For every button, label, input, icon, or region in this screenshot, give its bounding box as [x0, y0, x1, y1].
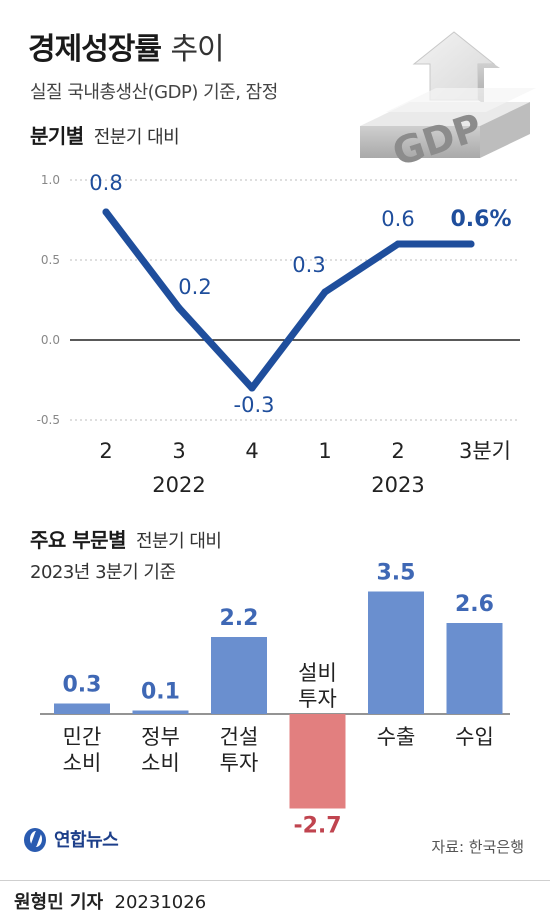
- data-label: 0.6%: [450, 207, 511, 232]
- x-tick-label: 2: [391, 439, 404, 463]
- x-tick-label: 4: [245, 439, 258, 463]
- category-label: 민간: [63, 725, 102, 749]
- byline: 원형민 기자 20231026: [14, 888, 206, 914]
- page-title: 경제성장률 추이: [28, 24, 225, 68]
- category-label: 설비: [298, 661, 337, 685]
- bar: [368, 591, 424, 714]
- quarterly-note: 전분기 대비: [93, 127, 180, 148]
- title-text: 경제성장률: [28, 32, 162, 67]
- data-point: [394, 240, 402, 248]
- title-suffix: 추이: [170, 32, 224, 67]
- quarterly-heading: 분기별 전분기 대비: [30, 120, 180, 149]
- y-tick-label: 1.0: [41, 173, 60, 187]
- category-label: 소비: [141, 751, 180, 775]
- series-line: [102, 208, 475, 392]
- gdp-graphic: GDP: [360, 31, 536, 170]
- footer-divider: [0, 880, 550, 881]
- category-label: 수출: [377, 725, 416, 749]
- x-tick-label: 3분기: [459, 439, 511, 463]
- source-note: 자료: 한국은행: [431, 838, 524, 856]
- x-tick-label: 2: [99, 439, 112, 463]
- category-label: 건설: [220, 725, 259, 749]
- x-tick-label: 1: [318, 439, 331, 463]
- sector-heading-text: 주요 부문별: [30, 528, 126, 552]
- bar-value-label: 0.3: [63, 673, 102, 698]
- data-point: [248, 384, 256, 392]
- sector-basis: 2023년 3분기 기준: [30, 562, 176, 583]
- category-label: 투자: [298, 687, 337, 711]
- yonhap-logo: 연합뉴스: [22, 824, 119, 854]
- data-label: -0.3: [234, 393, 275, 417]
- byline-date: 20231026: [114, 892, 207, 913]
- x-tick-label: 3: [172, 439, 185, 463]
- sector-heading: 주요 부문별 전분기 대비: [30, 524, 222, 553]
- y-tick-label: 0.0: [41, 333, 60, 347]
- bar-value-label: 0.1: [141, 680, 180, 705]
- reporter-name: 원형민 기자: [14, 892, 104, 913]
- category-label: 소비: [63, 751, 102, 775]
- data-label: 0.3: [292, 253, 325, 277]
- data-point: [321, 288, 329, 296]
- quarterly-heading-text: 분기별: [30, 124, 84, 148]
- bar: [289, 714, 346, 809]
- sector-note: 전분기 대비: [135, 531, 222, 552]
- bar: [446, 623, 503, 714]
- data-label: 0.8: [89, 171, 122, 195]
- category-label: 수입: [455, 725, 494, 749]
- bar-value-label: 2.2: [220, 606, 259, 631]
- y-tick-label: -0.5: [37, 413, 60, 427]
- bar-value-label: 3.5: [377, 561, 416, 586]
- category-label: 투자: [220, 751, 259, 775]
- bar-value-label: 2.6: [455, 592, 494, 617]
- bar: [211, 637, 267, 714]
- block-stack: [360, 88, 536, 158]
- yonhap-logo-icon: [24, 828, 46, 852]
- data-label: 0.2: [178, 275, 211, 299]
- y-tick-label: 0.5: [41, 253, 60, 267]
- yonhap-logo-text: 연합뉴스: [54, 830, 119, 851]
- category-label: 정부: [141, 725, 180, 749]
- bar-value-label: -2.7: [293, 814, 341, 839]
- data-point: [175, 304, 183, 312]
- bar: [132, 710, 189, 714]
- year-label: 2023: [371, 473, 424, 497]
- bar: [54, 703, 110, 714]
- data-point: [102, 208, 110, 216]
- year-label: 2022: [152, 473, 205, 497]
- page-subtitle: 실질 국내총생산(GDP) 기준, 잠정: [30, 82, 278, 103]
- data-label: 0.6: [381, 207, 414, 231]
- data-point: [467, 240, 475, 248]
- quarterly-line-chart: 1.0 0.5 0.0 -0.5 0.8 0.2 -0.3 0.3 0.6 0.6% 2 3 4 1 2 3분…: [37, 171, 520, 497]
